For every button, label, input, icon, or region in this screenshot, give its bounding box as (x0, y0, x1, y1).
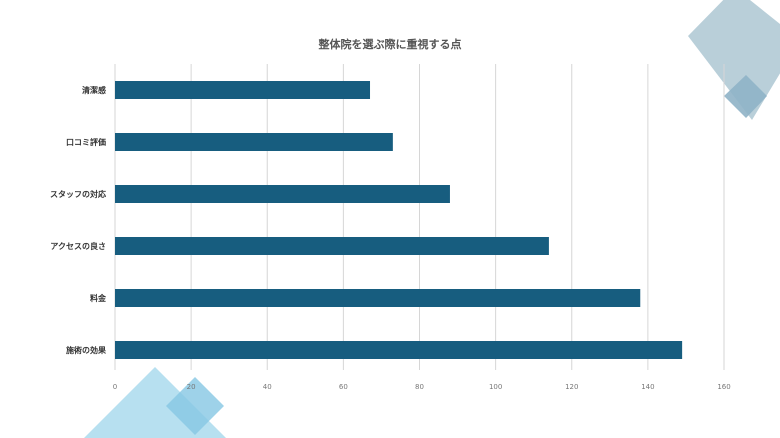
tick-labels: 0 20 40 60 80 100 120 140 160 (113, 383, 731, 391)
bar (115, 133, 393, 151)
x-tick-label: 140 (641, 383, 654, 391)
deco-diamond-top-right-small (724, 75, 767, 118)
x-tick-label: 160 (717, 383, 730, 391)
bars (115, 81, 683, 359)
bar (115, 185, 450, 203)
category-label: 口コミ評価 (66, 137, 106, 147)
bar (115, 81, 371, 99)
category-label: 清潔感 (82, 85, 106, 95)
x-tick-label: 60 (339, 383, 348, 391)
x-tick-label: 120 (565, 383, 578, 391)
x-tick-label: 80 (415, 383, 424, 391)
chart-title: 整体院を選ぶ際に重視する点 (318, 37, 462, 51)
category-label: アクセスの良さ (50, 241, 106, 251)
category-label: 料金 (90, 293, 107, 303)
x-tick-label: 40 (263, 383, 272, 391)
category-label: スタッフの対応 (50, 189, 106, 199)
bar (115, 289, 641, 307)
bar (115, 237, 549, 255)
grid-lines (114, 64, 725, 370)
category-label: 施術の効果 (66, 345, 106, 355)
bar (115, 341, 683, 359)
x-tick-label: 20 (187, 383, 196, 391)
deco-diamond-bottom-left (166, 377, 224, 435)
x-tick-label: 100 (489, 383, 502, 391)
x-tick-label: 0 (113, 383, 117, 391)
